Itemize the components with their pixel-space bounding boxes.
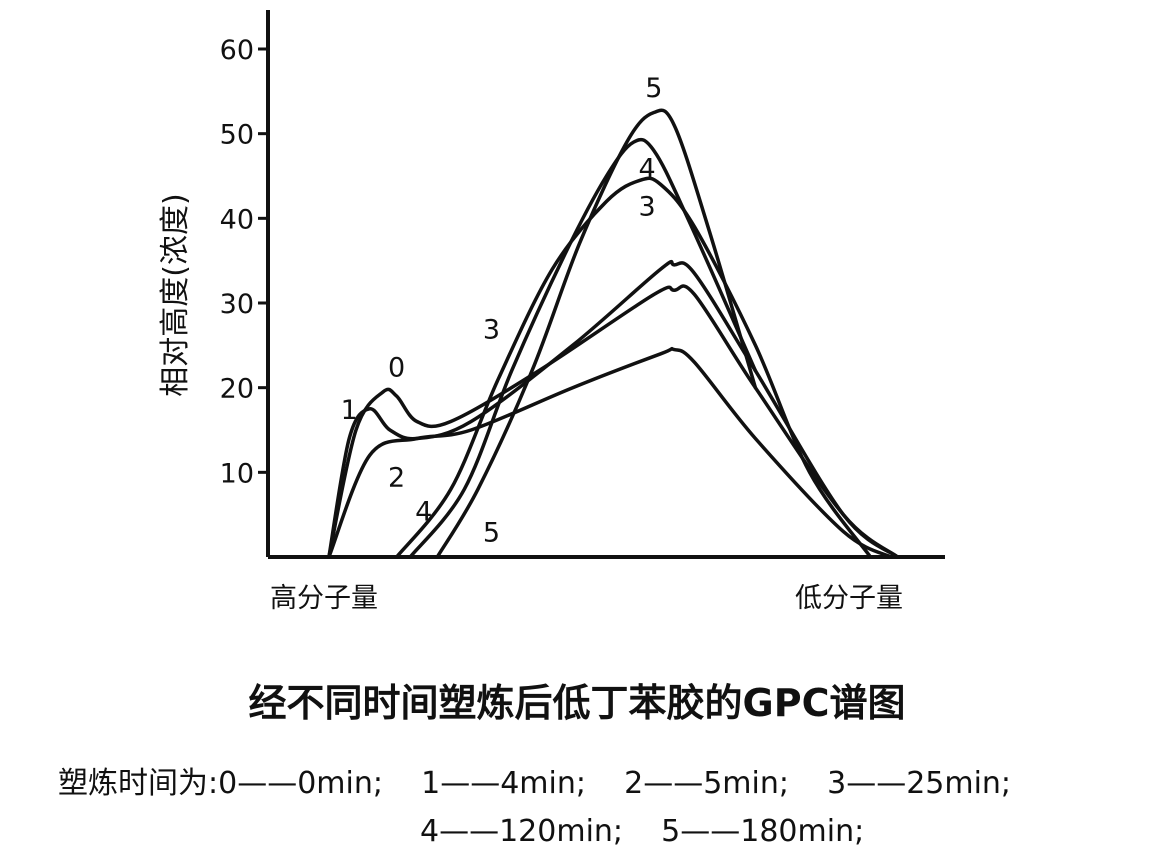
- x-axis-left-label: 高分子量: [270, 583, 378, 614]
- legend-row-2: 4——120min; 5——180min;: [420, 814, 865, 849]
- y-ticks: 10 20 30 40 50 60: [220, 35, 268, 489]
- curve-label-4: 4: [639, 154, 656, 185]
- curve-label-3: 3: [639, 192, 656, 223]
- y-tick-label: 30: [220, 289, 254, 320]
- curve-2: [327, 346, 893, 559]
- chart-title: 经不同时间塑炼后低丁苯胶的GPC谱图: [248, 681, 906, 725]
- y-tick-label: 10: [220, 458, 254, 489]
- chart-axes: [266, 10, 945, 559]
- curve-3: [394, 176, 873, 559]
- curves: [327, 108, 900, 559]
- curve-label-1: 1: [341, 395, 358, 426]
- x-axis-right-label: 低分子量: [795, 583, 903, 614]
- curve-5: [435, 108, 758, 559]
- curve-label-0: 0: [388, 353, 405, 384]
- legend-row-1: 塑炼时间为:0——0min; 1——4min; 2——5min; 3——25mi…: [58, 766, 1012, 801]
- curve-label-3: 3: [483, 314, 500, 345]
- curve-4: [408, 137, 758, 559]
- y-tick-label: 60: [220, 35, 254, 66]
- curve-label-4: 4: [415, 496, 432, 527]
- y-tick-label: 50: [220, 120, 254, 151]
- curve-label-2: 2: [388, 463, 405, 494]
- curve-1: [327, 259, 900, 559]
- curve-label-5: 5: [645, 73, 662, 104]
- y-tick-label: 20: [220, 374, 254, 405]
- y-axis-label: 相对高度(浓度): [158, 193, 193, 396]
- curve-label-5: 5: [483, 518, 500, 549]
- y-tick-label: 40: [220, 204, 254, 235]
